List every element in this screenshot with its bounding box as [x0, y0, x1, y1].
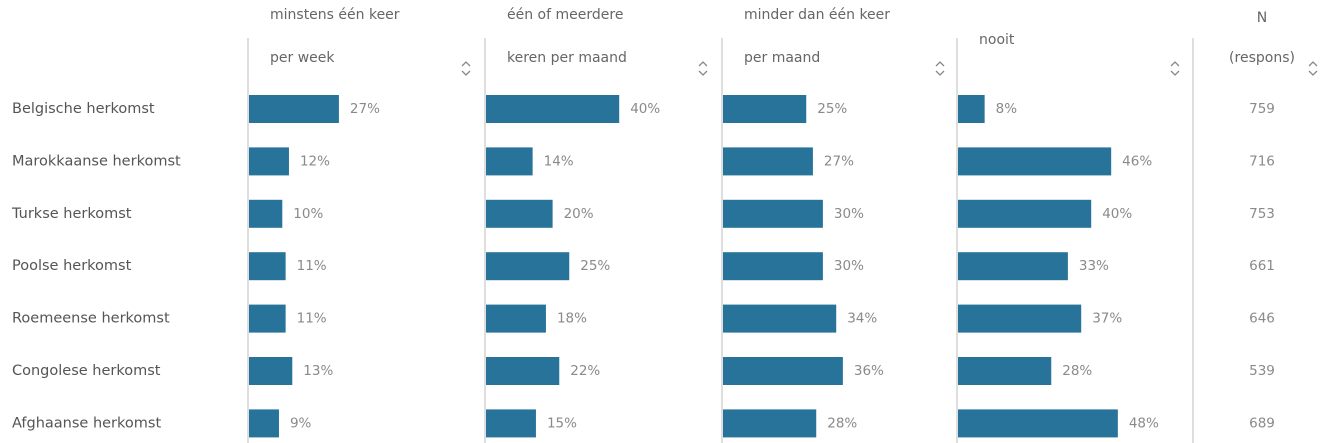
value-label: 10%: [293, 206, 323, 222]
row-label: Belgische herkomst: [12, 101, 155, 117]
bar: [958, 95, 985, 123]
value-label: 9%: [290, 415, 312, 431]
bar: [249, 409, 279, 438]
sort-button[interactable]: [935, 61, 945, 76]
n-value: 753: [1249, 206, 1275, 222]
bar: [249, 199, 283, 228]
value-label: 36%: [854, 363, 884, 379]
value-label: 11%: [297, 258, 327, 274]
value-label: 34%: [847, 311, 877, 327]
bar: [958, 252, 1068, 281]
value-label: 30%: [834, 258, 864, 274]
column-header: per week: [270, 50, 335, 66]
bar: [249, 252, 286, 281]
bar: [249, 357, 293, 385]
row-label: Roemeense herkomst: [12, 311, 170, 327]
n-value: 539: [1249, 363, 1275, 379]
bar: [486, 199, 553, 228]
bar: [486, 409, 536, 438]
value-label: 12%: [300, 153, 330, 169]
value-label: 15%: [547, 415, 577, 431]
column-header: keren per maand: [507, 50, 627, 66]
sort-button[interactable]: [698, 61, 708, 76]
bar: [958, 409, 1118, 438]
bar: [249, 147, 289, 176]
row-label: Afghaanse herkomst: [12, 415, 161, 431]
value-label: 11%: [297, 311, 327, 327]
column-header: (respons): [1229, 50, 1295, 66]
value-label: 27%: [824, 153, 854, 169]
row-label: Marokkaanse herkomst: [12, 153, 181, 169]
sort-button[interactable]: [1170, 61, 1180, 76]
value-label: 22%: [570, 363, 600, 379]
bar: [486, 304, 546, 333]
value-label: 40%: [1102, 206, 1132, 222]
row-label: Turkse herkomst: [11, 206, 132, 222]
value-label: 48%: [1129, 415, 1159, 431]
bar: [486, 147, 533, 176]
bar: [723, 252, 823, 281]
value-label: 37%: [1092, 311, 1122, 327]
sort-button[interactable]: [1308, 61, 1318, 76]
n-value: 661: [1249, 258, 1275, 274]
value-label: 18%: [557, 311, 587, 327]
value-label: 8%: [996, 101, 1018, 117]
column-header: N: [1257, 10, 1267, 26]
value-label: 28%: [1062, 363, 1092, 379]
bar: [486, 95, 620, 123]
bar: [958, 304, 1082, 333]
value-label: 46%: [1122, 153, 1152, 169]
value-label: 30%: [834, 206, 864, 222]
bar: [723, 357, 843, 385]
bar: [723, 95, 807, 123]
n-value: 716: [1249, 153, 1275, 169]
column-header: minstens één keer: [270, 7, 400, 23]
bar: [486, 357, 560, 385]
value-label: 33%: [1079, 258, 1109, 274]
value-label: 25%: [817, 101, 847, 117]
bar: [958, 147, 1112, 176]
bar: [958, 357, 1052, 385]
bar: [486, 252, 570, 281]
column-header: per maand: [744, 50, 820, 66]
row-label: Congolese herkomst: [12, 363, 161, 379]
bar: [723, 199, 823, 228]
n-value: 689: [1249, 415, 1275, 431]
n-value: 646: [1249, 311, 1275, 327]
value-label: 13%: [303, 363, 333, 379]
bar: [723, 304, 837, 333]
bar: [723, 147, 813, 176]
column-header: minder dan één keer: [744, 7, 890, 23]
row-label: Poolse herkomst: [12, 258, 132, 274]
value-label: 25%: [580, 258, 610, 274]
column-header: één of meerdere: [507, 7, 623, 23]
value-label: 20%: [564, 206, 594, 222]
value-label: 40%: [630, 101, 660, 117]
bar: [958, 199, 1092, 228]
sort-button[interactable]: [461, 61, 471, 76]
value-label: 27%: [350, 101, 380, 117]
bar: [723, 409, 817, 438]
value-label: 28%: [827, 415, 857, 431]
value-label: 14%: [544, 153, 574, 169]
column-header: nooit: [979, 32, 1015, 48]
bar: [249, 304, 286, 333]
n-value: 759: [1249, 101, 1275, 117]
bar: [249, 95, 339, 123]
